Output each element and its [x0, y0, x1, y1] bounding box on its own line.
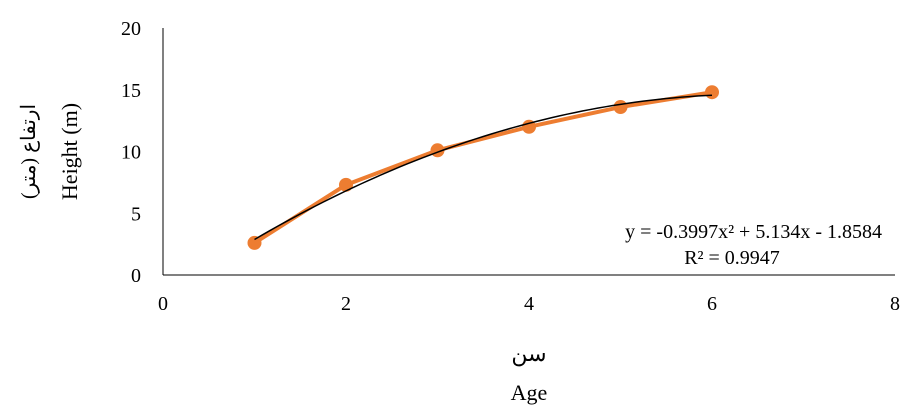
- axes: [162, 28, 895, 276]
- x-axis-title-persian: سن: [511, 341, 546, 367]
- series-line: [252, 90, 714, 245]
- data-point: [339, 177, 353, 192]
- y-tick-label: 5: [131, 203, 141, 225]
- x-tick-label: 2: [341, 293, 351, 315]
- x-tick-label: 0: [158, 293, 168, 315]
- data-point: [705, 85, 719, 100]
- y-axis-title-persian: ارتفاع (متر): [18, 104, 40, 199]
- x-tick-label: 6: [707, 293, 717, 315]
- x-tick-label: 8: [890, 293, 900, 315]
- labels-layer: 0 5 10 15 20 0 2 4 6 8 سن Age ارتفاع (متر) Height (m)…: [18, 18, 900, 405]
- x-tick-label: 4: [524, 293, 534, 315]
- y-tick-label: 0: [131, 265, 141, 287]
- trendline-r2: R² = 0.9947: [684, 247, 780, 269]
- y-tick-label: 15: [121, 80, 141, 102]
- trendline: [254, 94, 713, 241]
- x-axis-title: Age: [511, 380, 548, 405]
- y-tick-label: 10: [121, 142, 141, 164]
- trendline-layer: [254, 94, 713, 241]
- y-axis-title: Height (m): [57, 103, 82, 200]
- trendline-equation: y = -0.3997x² + 5.134x - 1.8584: [625, 221, 882, 243]
- data-point: [247, 235, 262, 250]
- data-point: [613, 100, 628, 115]
- y-tick-label: 20: [121, 18, 141, 40]
- data-point: [522, 119, 536, 134]
